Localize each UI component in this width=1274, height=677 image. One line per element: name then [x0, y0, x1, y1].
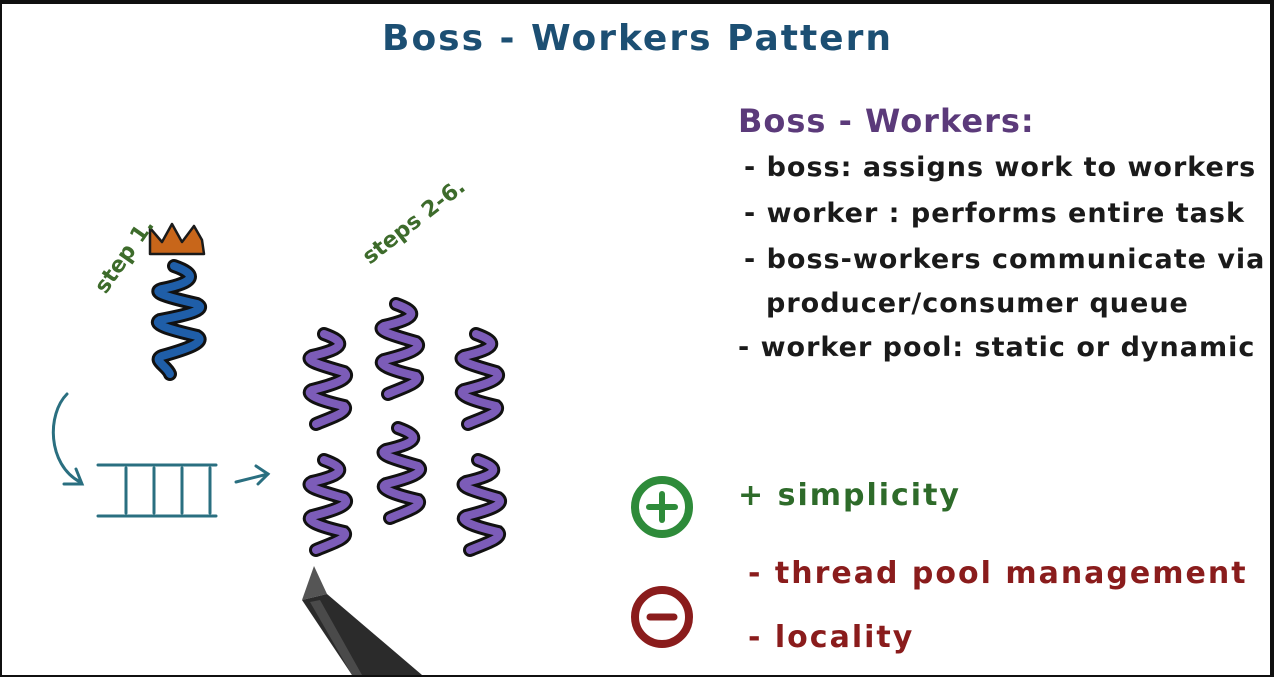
page-title: Boss - Workers Pattern: [382, 18, 893, 59]
slide: Boss - Workers Pattern step 1. steps 2-6…: [2, 4, 1270, 675]
worker-thread: [459, 456, 504, 554]
plus-circle-icon: [631, 476, 693, 538]
notes-heading: Boss - Workers:: [738, 102, 1035, 140]
queue-to-workers-arrow: [234, 464, 271, 486]
worker-pool: [302, 297, 507, 557]
diagram-canvas: [51, 222, 693, 675]
note-pool: - worker pool: static or dynamic: [738, 332, 1256, 363]
worker-thread: [457, 330, 502, 428]
note-worker: - worker : performs entire task: [744, 198, 1245, 229]
boss-to-queue-arrow: [51, 392, 85, 486]
worker-thread: [305, 330, 350, 428]
pro-simplicity: + simplicity: [738, 478, 961, 513]
worker-thread: [379, 424, 424, 522]
note-queue: producer/consumer queue: [766, 288, 1189, 319]
pen-icon: [302, 566, 422, 675]
con-thread-pool: - thread pool management: [748, 556, 1248, 591]
minus-circle-icon: [631, 586, 693, 648]
worker-thread: [305, 456, 350, 554]
note-boss: - boss: assigns work to workers: [744, 152, 1257, 183]
con-locality: - locality: [748, 620, 915, 655]
note-communicate: - boss-workers communicate via: [744, 244, 1266, 275]
work-queue: [96, 463, 218, 518]
crown-icon: [148, 222, 206, 256]
worker-thread: [377, 300, 422, 398]
